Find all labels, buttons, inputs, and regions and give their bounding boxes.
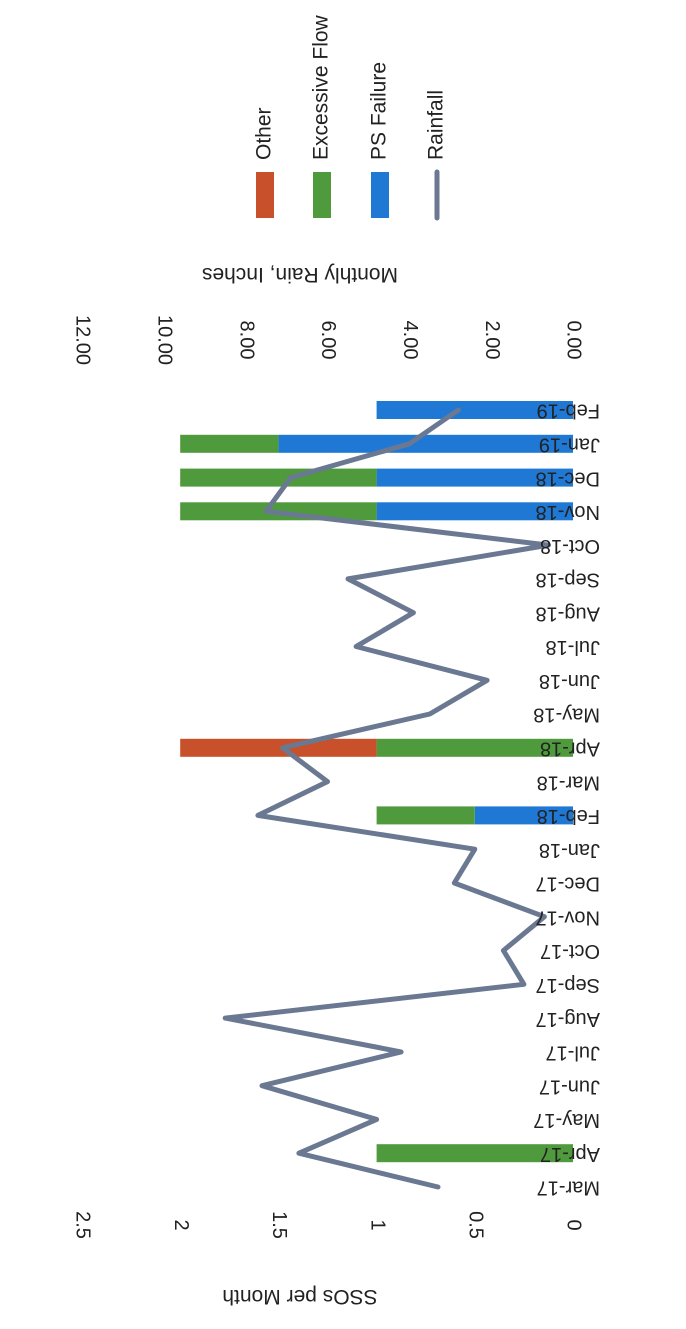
secondary-axis-ticks: 0.00 2.00 4.00 6.00 8.00 10.00 12.00 bbox=[72, 315, 585, 365]
category-label: Oct-17 bbox=[540, 940, 600, 962]
bar-ps-failure-nov-18 bbox=[376, 502, 573, 521]
category-label: Aug-17 bbox=[536, 1008, 601, 1030]
primary-tick-label: 2.5 bbox=[72, 1211, 94, 1239]
category-label: Feb-18 bbox=[537, 805, 600, 827]
category-label: Apr-18 bbox=[540, 738, 600, 760]
secondary-tick-label: 10.00 bbox=[154, 315, 176, 365]
category-label: Jul-18 bbox=[546, 636, 600, 658]
legend-label: Other bbox=[253, 107, 276, 160]
category-label: Sep-18 bbox=[536, 569, 601, 591]
category-label: Dec-17 bbox=[536, 873, 600, 895]
bar-ps-failure-feb-18 bbox=[474, 806, 573, 825]
legend-swatch-other bbox=[256, 172, 274, 218]
bar-ps-failure-feb-19 bbox=[376, 401, 573, 419]
bar-excessive-flow-apr-17 bbox=[376, 1144, 573, 1163]
primary-tick-label: 2 bbox=[170, 1219, 192, 1230]
category-label: Oct-18 bbox=[540, 535, 600, 557]
category-label: Jun-17 bbox=[539, 1075, 600, 1097]
bar-excessive-flow-jan-19 bbox=[180, 434, 279, 453]
primary-tick-label: 1.5 bbox=[268, 1211, 290, 1239]
category-label: Sep-17 bbox=[536, 974, 601, 996]
category-label: Apr-17 bbox=[540, 1143, 600, 1165]
rainfall-line-layer bbox=[222, 407, 551, 1190]
legend-label: Rainfall bbox=[425, 90, 448, 160]
secondary-tick-label: 12.00 bbox=[72, 315, 94, 365]
category-label: May-17 bbox=[533, 1109, 600, 1131]
category-label: Aug-18 bbox=[536, 602, 601, 624]
legend-label: Excessive Flow bbox=[310, 14, 333, 160]
category-label: Nov-18 bbox=[536, 501, 600, 523]
bar-ps-failure-dec-18 bbox=[376, 468, 573, 487]
secondary-axis-title: Monthly Rain, Inches bbox=[202, 263, 398, 286]
bar-excessive-flow-feb-18 bbox=[376, 806, 475, 825]
legend-swatch-ps-failure bbox=[371, 172, 389, 218]
category-label: May-18 bbox=[533, 704, 600, 726]
category-label: Nov-17 bbox=[536, 906, 600, 928]
chart-plot bbox=[180, 401, 573, 1190]
secondary-tick-label: 2.00 bbox=[481, 321, 503, 360]
bar-other-apr-18 bbox=[180, 738, 377, 757]
category-labels: Mar-17 Apr-17 May-17 Jun-17 Jul-17 Aug-17 Sep-… bbox=[533, 400, 600, 1199]
category-label: Jan-19 bbox=[539, 434, 600, 456]
category-label: Dec-18 bbox=[536, 467, 600, 489]
bar-ps-failure-jan-19 bbox=[278, 434, 573, 453]
secondary-tick-label: 8.00 bbox=[235, 321, 257, 360]
legend-swatch-excessive-flow bbox=[313, 172, 331, 218]
primary-tick-label: 0.5 bbox=[465, 1211, 487, 1239]
bar-excessive-flow-dec-18 bbox=[180, 468, 377, 487]
category-label: Jun-18 bbox=[539, 670, 600, 692]
category-label: Jul-17 bbox=[546, 1042, 600, 1064]
secondary-tick-label: 6.00 bbox=[317, 321, 339, 360]
secondary-tick-label: 0.00 bbox=[563, 321, 585, 360]
legend: Other Excessive Flow PS Failure Rainfall bbox=[253, 14, 448, 221]
category-label: Feb-19 bbox=[537, 400, 600, 422]
primary-axis-ticks: 0 0.5 1 1.5 2 2.5 bbox=[72, 1211, 585, 1239]
legend-label: PS Failure bbox=[368, 62, 391, 160]
rainfall-line bbox=[222, 407, 551, 1190]
category-label: Mar-18 bbox=[537, 771, 600, 793]
category-label: Jan-18 bbox=[539, 839, 600, 861]
primary-tick-label: 0 bbox=[563, 1219, 585, 1230]
secondary-tick-label: 4.00 bbox=[399, 321, 421, 360]
category-label: Mar-17 bbox=[537, 1177, 600, 1199]
primary-tick-label: 1 bbox=[366, 1219, 388, 1230]
bar-excessive-flow-apr-18 bbox=[376, 738, 573, 757]
primary-axis-title: SSOs per Month bbox=[222, 1285, 377, 1308]
